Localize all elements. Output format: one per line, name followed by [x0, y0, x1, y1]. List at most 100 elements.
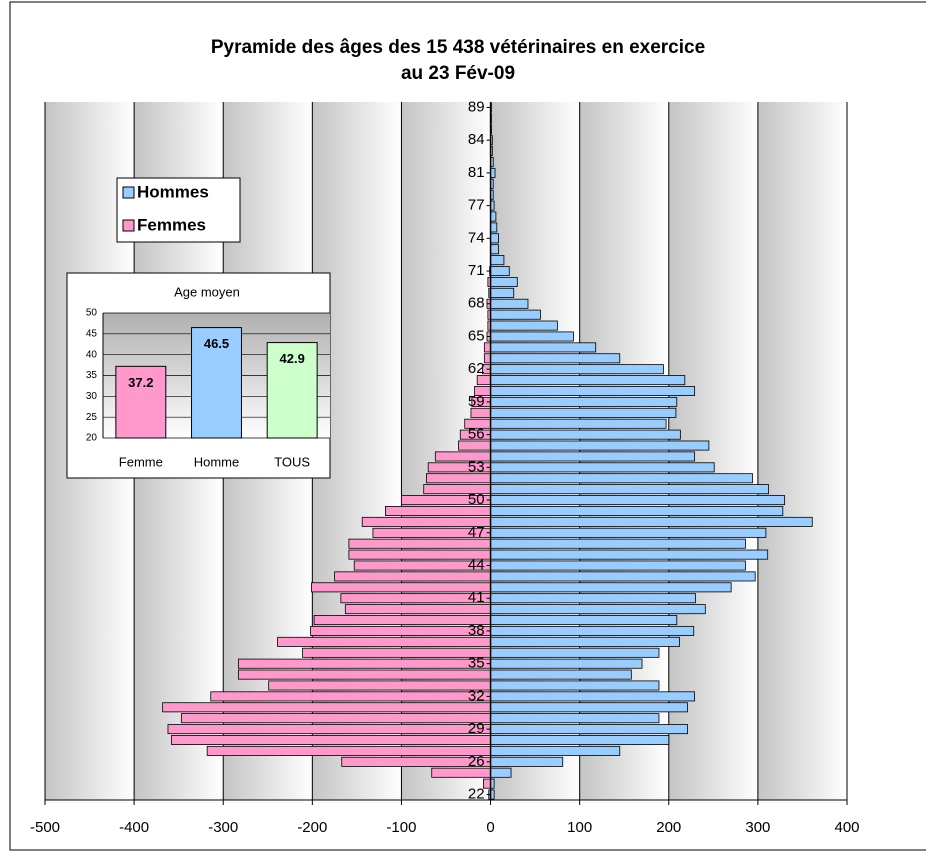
bar: [483, 353, 491, 364]
bar: [490, 549, 769, 560]
y-tick-label: 40: [86, 349, 98, 360]
bar: [490, 266, 510, 277]
bar: [210, 691, 491, 702]
bar: [490, 582, 732, 593]
x-tick-label: -100: [386, 819, 416, 836]
bar: [167, 724, 491, 735]
y-tick-label: 77: [468, 197, 485, 214]
x-tick-label: Femme: [119, 454, 163, 469]
y-tick-label: 62: [468, 360, 485, 377]
bar: [490, 364, 664, 375]
x-tick-label: 100: [567, 819, 592, 836]
x-tick-label: 200: [656, 819, 681, 836]
data-label: 37.2: [128, 375, 153, 390]
y-tick-label: 45: [86, 328, 98, 339]
y-tick-label: 26: [468, 753, 485, 770]
bar: [490, 735, 670, 745]
y-tick-label: 50: [86, 308, 98, 319]
bar: [490, 309, 541, 320]
bar: [490, 244, 499, 255]
bar: [266, 342, 318, 439]
bar: [268, 680, 491, 691]
bar: [490, 418, 667, 429]
legend-box: [116, 177, 241, 243]
bar: [490, 407, 677, 418]
y-tick-label: 84: [468, 131, 485, 148]
y-tick-label: 25: [86, 412, 98, 423]
y-tick-label: 89: [468, 98, 485, 115]
y-tick-label: 22: [468, 786, 485, 803]
y-tick-label: 35: [86, 370, 98, 381]
bar: [490, 276, 518, 287]
bar: [490, 669, 632, 680]
bar: [237, 658, 491, 669]
bar: [310, 625, 491, 636]
bar: [490, 516, 813, 527]
y-tick-label: 81: [468, 164, 485, 181]
y-tick-label: 35: [468, 655, 485, 672]
y-tick-label: 50: [468, 491, 485, 508]
y-tick-label: 65: [468, 327, 485, 344]
x-tick-label: 400: [834, 819, 859, 836]
bar: [490, 331, 574, 342]
bar: [490, 680, 660, 691]
legend-swatch: [122, 219, 135, 232]
bar: [490, 495, 786, 506]
y-tick-label: 30: [86, 391, 98, 402]
bar: [490, 745, 621, 756]
y-tick-label: 74: [468, 229, 485, 246]
y-tick-label: 53: [468, 458, 485, 475]
bar: [490, 571, 756, 582]
bar: [490, 353, 621, 364]
bar: [206, 745, 491, 756]
chart-title: au 23 Fév-09: [401, 63, 515, 84]
y-tick-label: 20: [86, 433, 98, 444]
bar: [490, 396, 678, 407]
bar: [490, 527, 767, 538]
bar: [302, 647, 491, 658]
x-tick-label: -300: [208, 819, 238, 836]
bar: [490, 386, 696, 396]
y-tick-label: 44: [468, 556, 485, 573]
plot-band: [757, 102, 847, 800]
plot-band: [668, 102, 758, 800]
bar: [490, 506, 784, 516]
y-tick-label: 59: [468, 393, 485, 410]
legend-swatch: [122, 186, 135, 199]
bar: [313, 615, 491, 626]
y-tick-label: 32: [468, 687, 485, 704]
bar: [490, 462, 715, 473]
bar: [277, 636, 491, 647]
bar: [311, 582, 491, 593]
bar: [490, 538, 746, 549]
x-tick-label: -400: [119, 819, 149, 836]
x-tick-label: -500: [30, 819, 60, 836]
x-tick-label: 300: [745, 819, 770, 836]
bar: [490, 756, 564, 767]
y-tick-label: 68: [468, 295, 485, 312]
bar: [490, 429, 681, 440]
bar: [490, 222, 498, 233]
legend-label: Femmes: [137, 215, 206, 234]
x-tick-label: TOUS: [274, 454, 310, 469]
bar: [490, 375, 686, 386]
bar: [490, 287, 515, 298]
bar: [180, 713, 491, 724]
bar: [490, 473, 753, 484]
bar: [490, 440, 710, 451]
x-tick-label: -200: [297, 819, 327, 836]
bar: [490, 451, 696, 462]
bar: [490, 702, 688, 713]
bar: [490, 625, 695, 636]
y-tick-label: 56: [468, 426, 485, 443]
bar: [490, 233, 499, 244]
x-tick-label: Homme: [194, 454, 240, 469]
bar: [490, 636, 680, 647]
bar: [490, 298, 529, 309]
bar: [490, 724, 688, 735]
bar: [171, 735, 491, 745]
bar: [490, 713, 660, 724]
y-tick-label: 38: [468, 622, 485, 639]
bar: [490, 211, 497, 222]
